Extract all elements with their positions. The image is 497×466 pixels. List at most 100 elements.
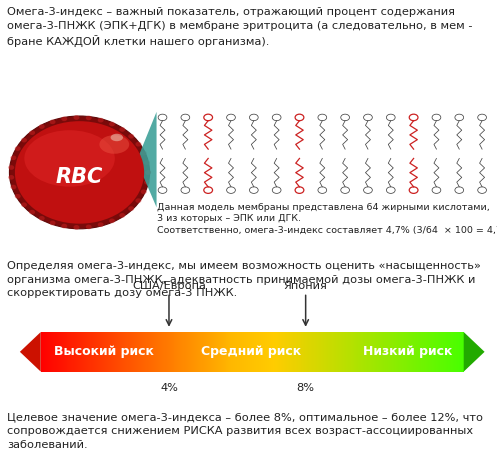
Ellipse shape xyxy=(21,138,27,143)
Bar xyxy=(360,332,361,372)
Bar xyxy=(319,332,320,372)
Bar xyxy=(103,332,104,372)
Bar xyxy=(226,332,227,372)
Bar xyxy=(369,332,370,372)
Bar xyxy=(78,332,79,372)
Bar xyxy=(245,332,246,372)
Bar xyxy=(113,332,114,372)
Bar xyxy=(371,332,372,372)
Ellipse shape xyxy=(10,185,16,189)
Bar xyxy=(74,332,75,372)
Bar xyxy=(413,332,414,372)
Bar xyxy=(377,332,378,372)
Ellipse shape xyxy=(39,124,45,129)
Bar xyxy=(188,332,189,372)
Ellipse shape xyxy=(15,146,21,151)
Bar xyxy=(276,332,278,372)
Ellipse shape xyxy=(141,189,147,194)
Bar xyxy=(459,332,461,372)
Bar xyxy=(301,332,302,372)
Bar xyxy=(247,332,248,372)
Bar xyxy=(387,332,388,372)
Bar xyxy=(283,332,284,372)
Bar xyxy=(400,332,401,372)
Bar xyxy=(168,332,170,372)
Bar xyxy=(326,332,328,372)
Bar xyxy=(238,332,239,372)
Bar xyxy=(49,332,50,372)
Bar xyxy=(379,332,380,372)
Ellipse shape xyxy=(39,216,45,220)
Bar xyxy=(401,332,403,372)
Bar xyxy=(104,332,105,372)
Bar xyxy=(372,332,373,372)
Bar xyxy=(284,332,285,372)
Bar xyxy=(248,332,249,372)
Bar xyxy=(392,332,393,372)
Bar xyxy=(258,332,259,372)
Ellipse shape xyxy=(86,225,92,229)
Bar xyxy=(229,332,230,372)
Bar xyxy=(270,332,271,372)
Bar xyxy=(213,332,214,372)
Bar xyxy=(264,332,265,372)
Bar xyxy=(157,332,158,372)
Bar xyxy=(450,332,451,372)
Bar xyxy=(231,332,232,372)
Bar xyxy=(441,332,442,372)
Bar xyxy=(363,332,364,372)
Bar xyxy=(461,332,462,372)
Bar xyxy=(51,332,52,372)
Bar xyxy=(135,332,136,372)
Text: Данная модель мембраны представлена 64 жирными кислотами,
3 из которых – ЭПК или: Данная модель мембраны представлена 64 ж… xyxy=(157,203,497,235)
Bar xyxy=(148,332,149,372)
Bar xyxy=(418,332,419,372)
Bar xyxy=(322,332,323,372)
Bar xyxy=(234,332,235,372)
Text: RBC: RBC xyxy=(56,167,103,187)
Bar xyxy=(305,332,306,372)
Bar xyxy=(139,332,140,372)
Ellipse shape xyxy=(15,194,21,199)
Bar xyxy=(285,332,286,372)
Bar xyxy=(123,332,124,372)
Bar xyxy=(158,332,159,372)
Text: 4%: 4% xyxy=(160,383,178,393)
Bar xyxy=(356,332,357,372)
Bar xyxy=(415,332,416,372)
Bar xyxy=(297,332,298,372)
Bar xyxy=(288,332,289,372)
Bar xyxy=(100,332,101,372)
Bar xyxy=(414,332,415,372)
Bar xyxy=(105,332,106,372)
Bar xyxy=(337,332,338,372)
Bar xyxy=(227,332,228,372)
Bar xyxy=(386,332,387,372)
Bar xyxy=(308,332,309,372)
Bar xyxy=(126,332,127,372)
Bar xyxy=(122,332,123,372)
Bar xyxy=(199,332,200,372)
Ellipse shape xyxy=(135,199,141,203)
Bar xyxy=(312,332,313,372)
Ellipse shape xyxy=(98,118,104,123)
Bar xyxy=(44,332,45,372)
Bar xyxy=(48,332,49,372)
Bar xyxy=(364,332,365,372)
Bar xyxy=(119,332,120,372)
Bar xyxy=(254,332,255,372)
Bar xyxy=(304,332,305,372)
Bar xyxy=(86,332,87,372)
Bar xyxy=(255,332,256,372)
Bar xyxy=(253,332,254,372)
Bar xyxy=(191,332,192,372)
Bar xyxy=(289,332,290,372)
Bar xyxy=(412,332,413,372)
Bar xyxy=(133,332,134,372)
Bar xyxy=(323,332,324,372)
Bar xyxy=(54,332,55,372)
Bar xyxy=(59,332,60,372)
Bar xyxy=(138,332,139,372)
Bar xyxy=(67,332,68,372)
Polygon shape xyxy=(137,112,157,207)
